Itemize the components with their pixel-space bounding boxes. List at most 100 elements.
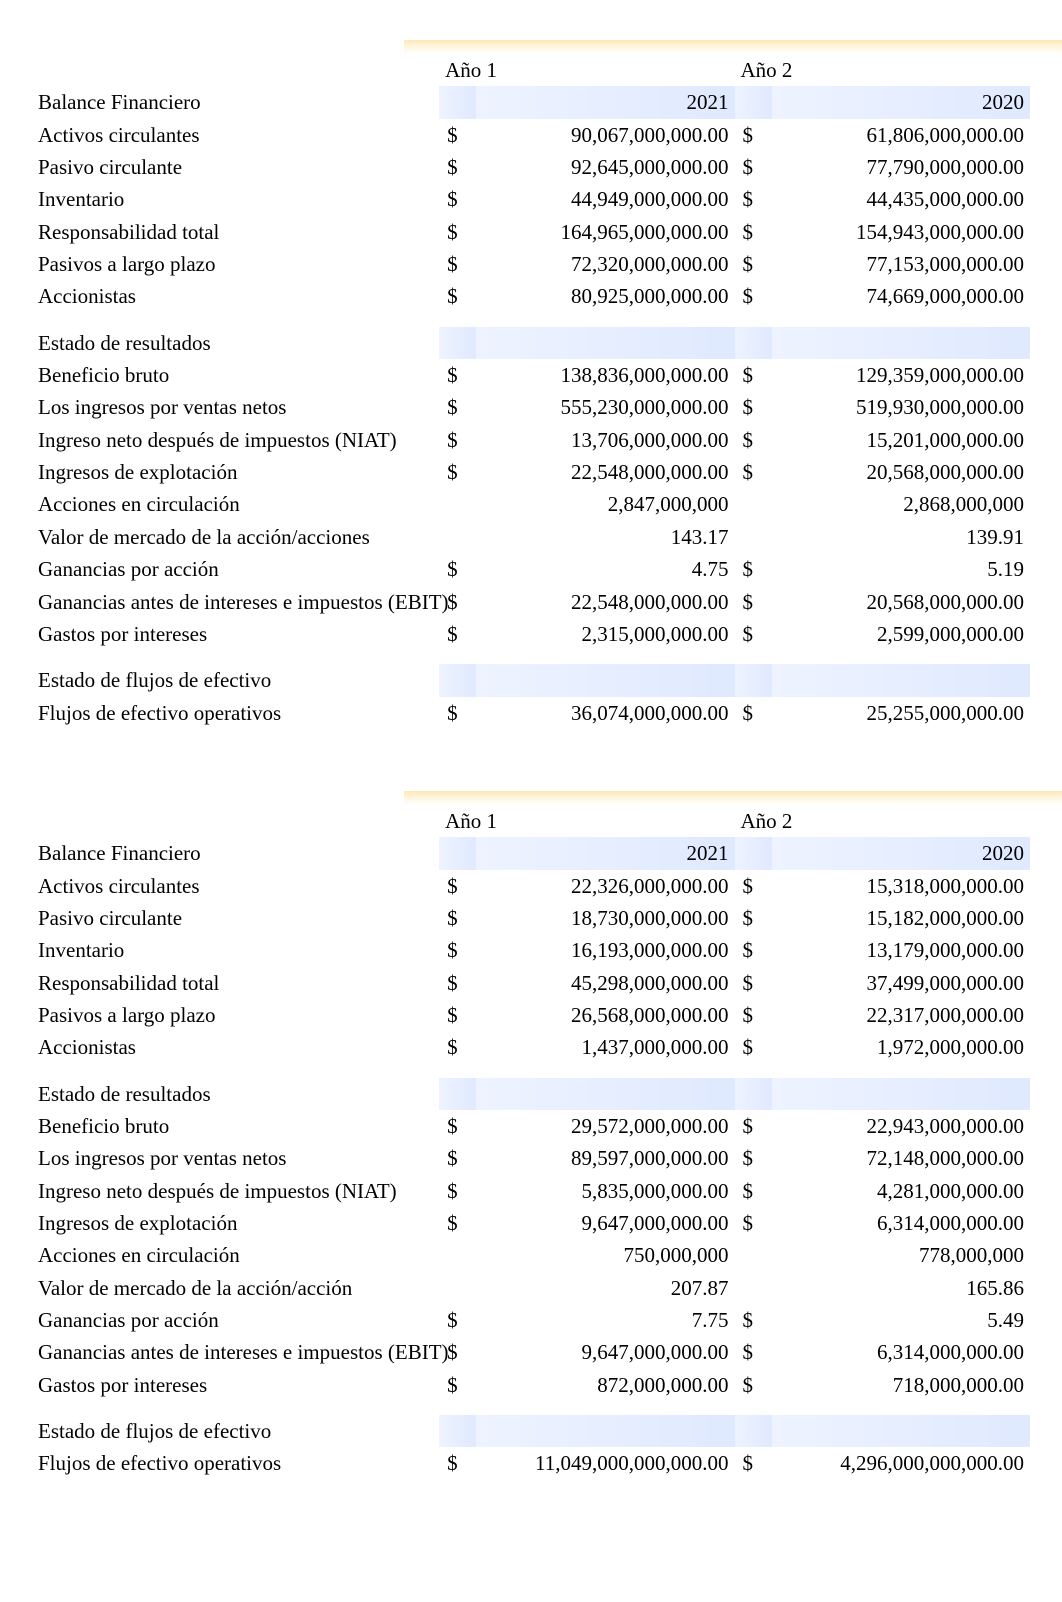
cell bbox=[735, 1415, 772, 1447]
currency-1: $ bbox=[439, 1447, 476, 1479]
year-1: 2021 bbox=[476, 86, 734, 118]
row-label: Pasivos a largo plazo bbox=[32, 999, 439, 1031]
row-label: Gastos por intereses bbox=[32, 618, 439, 650]
currency-1: $ bbox=[439, 1369, 476, 1401]
value-1: 90,067,000,000.00 bbox=[476, 119, 734, 151]
group-title: Estado de flujos de efectivo bbox=[32, 1415, 439, 1447]
currency-1: $ bbox=[439, 1110, 476, 1142]
currency-2: $ bbox=[735, 119, 772, 151]
currency-1: $ bbox=[439, 1175, 476, 1207]
table-row: Ganancias por acción$4.75$5.19 bbox=[32, 553, 1030, 585]
row-label: Responsabilidad total bbox=[32, 216, 439, 248]
row-label: Ganancias por acción bbox=[32, 1304, 439, 1336]
value-1: 1,437,000,000.00 bbox=[476, 1031, 734, 1063]
value-2: 72,148,000,000.00 bbox=[772, 1142, 1030, 1174]
year-2: 2020 bbox=[772, 837, 1030, 869]
currency-1 bbox=[439, 488, 476, 520]
table-row: Inventario$44,949,000,000.00$44,435,000,… bbox=[32, 183, 1030, 215]
table-row: Accionistas$80,925,000,000.00$74,669,000… bbox=[32, 280, 1030, 312]
year-1: 2021 bbox=[476, 837, 734, 869]
table-row: Pasivos a largo plazo$72,320,000,000.00$… bbox=[32, 248, 1030, 280]
spacer bbox=[32, 1480, 1030, 1494]
currency-1: $ bbox=[439, 183, 476, 215]
currency-1 bbox=[439, 1239, 476, 1271]
currency-2: $ bbox=[735, 934, 772, 966]
table-row: Ingresos de explotación$22,548,000,000.0… bbox=[32, 456, 1030, 488]
cell bbox=[476, 1415, 734, 1447]
value-2: 44,435,000,000.00 bbox=[772, 183, 1030, 215]
currency-2: $ bbox=[735, 1336, 772, 1368]
table-row: Ingreso neto después de impuestos (NIAT)… bbox=[32, 424, 1030, 456]
value-1: 29,572,000,000.00 bbox=[476, 1110, 734, 1142]
year-2: 2020 bbox=[772, 86, 1030, 118]
empty-cell bbox=[32, 54, 439, 86]
currency-1: $ bbox=[439, 1304, 476, 1336]
row-label: Accionistas bbox=[32, 1031, 439, 1063]
value-2: 778,000,000 bbox=[772, 1239, 1030, 1271]
value-2: 15,201,000,000.00 bbox=[772, 424, 1030, 456]
table-row: Valor de mercado de la acción/acción 207.… bbox=[32, 1272, 1030, 1304]
spacer bbox=[32, 650, 1030, 664]
table-row: Ganancias antes de intereses e impuestos… bbox=[32, 586, 1030, 618]
table-row: Pasivo circulante$18,730,000,000.00$15,1… bbox=[32, 902, 1030, 934]
row-label: Pasivo circulante bbox=[32, 151, 439, 183]
table-row: Responsabilidad total$164,965,000,000.00… bbox=[32, 216, 1030, 248]
year-label-2: Año 2 bbox=[735, 54, 1030, 86]
value-1: 750,000,000 bbox=[476, 1239, 734, 1271]
currency-1 bbox=[439, 1272, 476, 1304]
value-2: 154,943,000,000.00 bbox=[772, 216, 1030, 248]
value-1: 36,074,000,000.00 bbox=[476, 697, 734, 729]
table-row: Ingresos de explotación$9,647,000,000.00… bbox=[32, 1207, 1030, 1239]
currency-2: $ bbox=[735, 1304, 772, 1336]
group-title: Estado de flujos de efectivo bbox=[32, 664, 439, 696]
currency-1: $ bbox=[439, 999, 476, 1031]
financial-table-section: Año 1Año 2Balance Financiero20212020Acti… bbox=[32, 40, 1030, 743]
currency-2 bbox=[735, 1239, 772, 1271]
value-1: 80,925,000,000.00 bbox=[476, 280, 734, 312]
currency-2 bbox=[735, 488, 772, 520]
value-2: 165.86 bbox=[772, 1272, 1030, 1304]
row-label: Inventario bbox=[32, 934, 439, 966]
value-1: 207.87 bbox=[476, 1272, 734, 1304]
row-label: Valor de mercado de la acción/acción bbox=[32, 1272, 439, 1304]
value-1: 2,315,000,000.00 bbox=[476, 618, 734, 650]
value-1: 26,568,000,000.00 bbox=[476, 999, 734, 1031]
table-top-glow bbox=[404, 791, 1062, 805]
table-row: Responsabilidad total$45,298,000,000.00$… bbox=[32, 967, 1030, 999]
currency-1: $ bbox=[439, 934, 476, 966]
row-label: Responsabilidad total bbox=[32, 967, 439, 999]
currency-2: $ bbox=[735, 280, 772, 312]
table-row: Ingreso neto después de impuestos (NIAT)… bbox=[32, 1175, 1030, 1207]
value-2: 74,669,000,000.00 bbox=[772, 280, 1030, 312]
cell bbox=[476, 1078, 734, 1110]
cell bbox=[735, 86, 772, 118]
table-row: Beneficio bruto$138,836,000,000.00$129,3… bbox=[32, 359, 1030, 391]
year-label-1: Año 1 bbox=[439, 805, 734, 837]
cell bbox=[772, 664, 1030, 696]
value-1: 72,320,000,000.00 bbox=[476, 248, 734, 280]
value-1: 13,706,000,000.00 bbox=[476, 424, 734, 456]
row-label: Ingreso neto después de impuestos (NIAT) bbox=[32, 1175, 439, 1207]
currency-1: $ bbox=[439, 424, 476, 456]
value-1: 872,000,000.00 bbox=[476, 1369, 734, 1401]
currency-2: $ bbox=[735, 618, 772, 650]
cell bbox=[772, 1415, 1030, 1447]
row-label: Accionistas bbox=[32, 280, 439, 312]
cell bbox=[735, 327, 772, 359]
value-1: 7.75 bbox=[476, 1304, 734, 1336]
value-1: 11,049,000,000,000.00 bbox=[476, 1447, 734, 1479]
value-1: 143.17 bbox=[476, 521, 734, 553]
value-1: 164,965,000,000.00 bbox=[476, 216, 734, 248]
value-1: 22,548,000,000.00 bbox=[476, 456, 734, 488]
table-row: Activos circulantes$90,067,000,000.00$61… bbox=[32, 119, 1030, 151]
row-label: Ingresos de explotación bbox=[32, 1207, 439, 1239]
value-2: 22,317,000,000.00 bbox=[772, 999, 1030, 1031]
currency-1: $ bbox=[439, 553, 476, 585]
currency-2: $ bbox=[735, 902, 772, 934]
value-2: 2,599,000,000.00 bbox=[772, 618, 1030, 650]
row-label: Ingreso neto después de impuestos (NIAT) bbox=[32, 424, 439, 456]
value-2: 129,359,000,000.00 bbox=[772, 359, 1030, 391]
value-1: 22,326,000,000.00 bbox=[476, 870, 734, 902]
empty-cell bbox=[32, 805, 439, 837]
currency-1: $ bbox=[439, 618, 476, 650]
